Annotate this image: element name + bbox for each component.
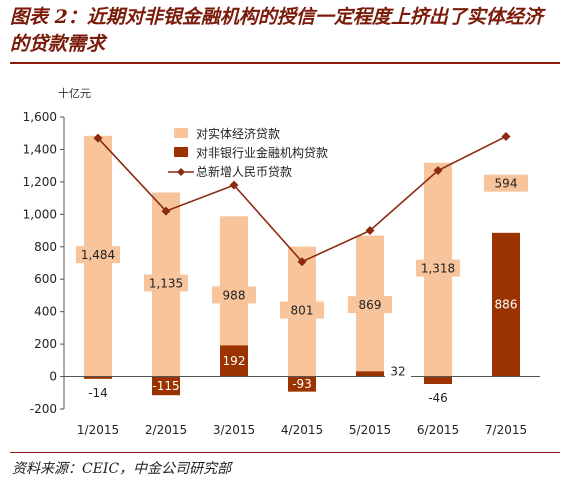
total-loans-marker — [161, 206, 171, 216]
y-tick-label: 0 — [49, 370, 57, 384]
x-tick-label: 2/2015 — [145, 423, 187, 437]
data-labels: 1,484 -14 1,135 -115 988 192 801 -93 869 32 1,318 -… — [76, 174, 528, 405]
legend-label-non-bank: 对非银行业金融机构贷款 — [196, 145, 328, 160]
data-label-bg — [385, 362, 411, 380]
total-loans-marker — [93, 133, 103, 143]
title-rule — [10, 62, 560, 64]
data-label-bg — [348, 296, 392, 314]
data-label-non-bank: 32 — [390, 364, 405, 378]
bar-non-bank — [288, 376, 316, 392]
data-label-bg — [484, 174, 528, 192]
data-label-bg — [212, 286, 256, 304]
data-label-bg — [416, 259, 460, 277]
legend-label-total: 总新增人民币贷款 — [196, 164, 292, 179]
total-loans-marker — [365, 226, 375, 236]
data-label-real-economy: 869 — [359, 298, 382, 312]
bar-non-bank — [152, 376, 180, 396]
data-label-bg — [280, 301, 324, 319]
y-tick-label: 1,000 — [23, 207, 57, 221]
data-label-real-economy: 988 — [223, 288, 246, 302]
x-tick-label: 1/2015 — [77, 423, 119, 437]
total-loans-marker — [501, 131, 511, 141]
x-tick-label: 6/2015 — [417, 423, 459, 437]
data-label-non-bank: 192 — [223, 354, 246, 368]
bar-non-bank — [220, 345, 248, 377]
source-rule — [10, 452, 560, 453]
data-label-real-economy: 1,135 — [149, 276, 183, 290]
x-tick-label: 5/2015 — [349, 423, 391, 437]
bars — [84, 135, 520, 396]
bar-non-bank — [84, 376, 112, 379]
y-tick-label: 600 — [34, 272, 57, 286]
data-label-real-economy: 1,318 — [421, 262, 455, 276]
figure-title: 图表 2：近期对非银金融机构的授信一定程度上挤出了实体经济的贷款需求 — [10, 6, 543, 55]
data-label-real-economy: 801 — [291, 304, 314, 318]
legend-swatch-real-economy — [174, 128, 188, 138]
legend-marker-total — [177, 168, 185, 176]
legend-swatch-non-bank — [174, 147, 188, 157]
y-tick-label: 400 — [34, 305, 57, 319]
bar-non-bank — [424, 376, 452, 385]
y-tick-label: 800 — [34, 240, 57, 254]
y-tick-label: -200 — [30, 402, 57, 416]
bar-non-bank — [356, 371, 384, 377]
total-loans-marker — [297, 257, 307, 267]
data-label-non-bank: -93 — [292, 377, 312, 391]
x-tick-label: 4/2015 — [281, 423, 323, 437]
x-axis: 1/2015 2/2015 3/2015 4/2015 5/2015 6/2015 7/20… — [77, 423, 527, 437]
y-axis: -200 0 200 400 600 800 1,000 1,200 1,400 1,600 — [23, 110, 65, 416]
data-label-non-bank: 886 — [495, 298, 518, 312]
data-label-non-bank: -14 — [88, 386, 108, 400]
data-label-non-bank: -46 — [428, 391, 448, 405]
total-loans-marker — [229, 180, 239, 190]
total-loans-marker — [433, 166, 443, 176]
legend-label-real-economy: 对实体经济贷款 — [196, 126, 280, 141]
y-tick-label: 1,400 — [23, 142, 57, 156]
data-label-bg — [144, 274, 188, 292]
source-note: 资料来源：CEIC，中金公司研究部 — [12, 461, 232, 477]
data-label-real-economy: 594 — [495, 177, 518, 191]
x-tick-label: 7/2015 — [485, 423, 527, 437]
bar-non-bank — [492, 232, 520, 377]
x-tick-label: 3/2015 — [213, 423, 255, 437]
y-tick-label: 200 — [34, 337, 57, 351]
total-loans-line — [93, 131, 511, 267]
data-label-real-economy: 1,484 — [81, 248, 115, 262]
y-tick-label: 1,600 — [23, 110, 57, 124]
y-tick-label: 1,200 — [23, 175, 57, 189]
y-axis-unit-label: 十亿元 — [58, 86, 91, 100]
data-label-non-bank: -115 — [152, 379, 179, 393]
data-label-bg — [76, 246, 120, 264]
chart: -200 0 200 400 600 800 1,000 1,200 1,400 1,600 1,… — [23, 86, 540, 437]
